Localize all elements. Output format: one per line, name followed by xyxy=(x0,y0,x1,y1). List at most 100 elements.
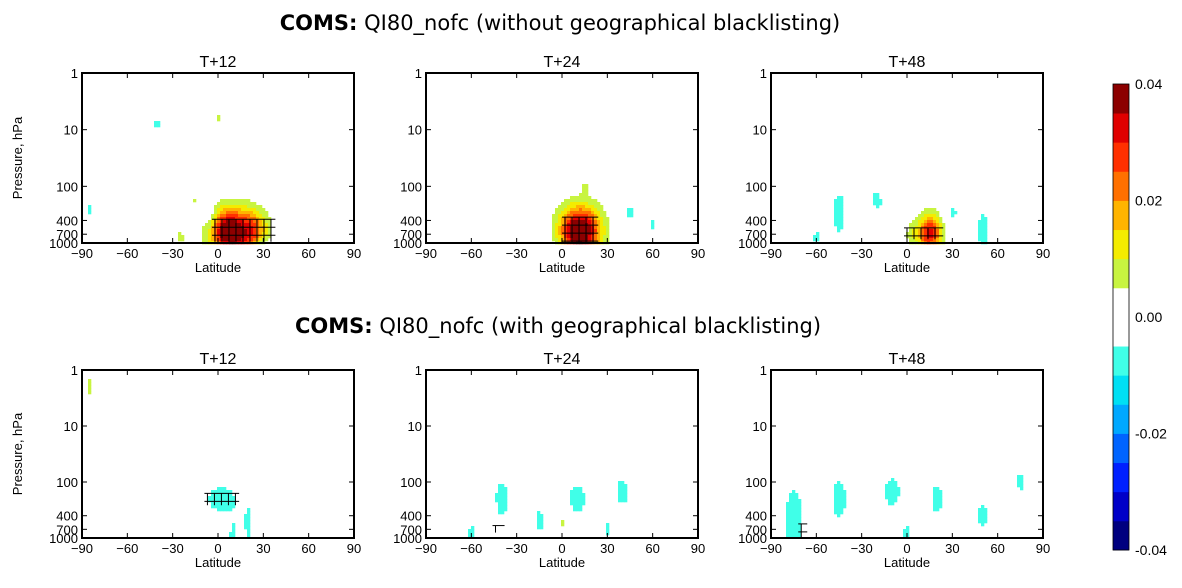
heatmap-cell xyxy=(573,496,577,500)
heatmap-cell xyxy=(250,217,254,221)
y-tick-label: 100 xyxy=(745,475,767,490)
heatmap-cell xyxy=(241,211,245,215)
heatmap-cell xyxy=(247,232,251,236)
heatmap-cell xyxy=(537,517,541,521)
heatmap-cell xyxy=(579,508,583,512)
heatmap-cell xyxy=(837,484,841,488)
heatmap-cell xyxy=(555,232,559,236)
heatmap-cell xyxy=(837,214,841,218)
heatmap-cell xyxy=(226,490,230,494)
heatmap-cell xyxy=(789,529,793,533)
heatmap-cell xyxy=(585,208,589,212)
heatmap-cell xyxy=(888,484,892,488)
heatmap-cell xyxy=(981,217,985,221)
heatmap-cell xyxy=(1017,481,1021,485)
heatmap-cell xyxy=(939,238,943,242)
heatmap-cell xyxy=(594,223,598,227)
heatmap-cell xyxy=(253,220,257,224)
heatmap-cell xyxy=(927,235,931,239)
heatmap-cell xyxy=(621,490,625,494)
heatmap-cell xyxy=(933,211,937,215)
heatmap-cell xyxy=(834,217,838,221)
colorbar-tick-label: 0.04 xyxy=(1135,76,1162,92)
heatmap-cell xyxy=(579,505,583,509)
heatmap-cell xyxy=(253,238,257,242)
heatmap-cell xyxy=(250,208,254,212)
heatmap-cell xyxy=(570,493,574,497)
heatmap-cell xyxy=(837,496,841,500)
heatmap-cell xyxy=(792,514,796,518)
heatmap-cell xyxy=(597,205,601,209)
heatmap-cell xyxy=(933,214,937,218)
heatmap-cell xyxy=(247,508,251,512)
heatmap-cell xyxy=(579,220,583,224)
heatmap-cell xyxy=(837,229,841,233)
heatmap-cell xyxy=(501,505,505,509)
heatmap-cell xyxy=(840,199,844,203)
heatmap-cell xyxy=(840,487,844,491)
x-tick-label: −60 xyxy=(460,541,482,556)
heatmap-cell xyxy=(792,496,796,500)
heatmap-cell xyxy=(597,226,601,230)
heatmap-cell xyxy=(582,187,586,191)
heatmap-cell xyxy=(981,220,985,224)
heatmap-cell xyxy=(561,520,565,524)
heatmap-cell xyxy=(840,484,844,488)
heatmap-cell xyxy=(834,220,838,224)
x-tick-label: 60 xyxy=(990,246,1004,261)
heatmap-cell xyxy=(558,211,562,215)
heatmap-cell xyxy=(621,496,625,500)
x-tick-label: 60 xyxy=(990,541,1004,556)
heatmap-cell xyxy=(873,196,877,200)
heatmap-cell xyxy=(265,235,269,239)
heatmap-cell xyxy=(936,214,940,218)
heatmap-cell xyxy=(220,508,224,512)
heatmap-cell xyxy=(924,211,928,215)
heatmap-cell xyxy=(981,517,985,521)
heatmap-cell xyxy=(244,205,248,209)
heatmap-cell xyxy=(585,190,589,194)
heatmap-cell xyxy=(576,220,580,224)
x-tick-label: −90 xyxy=(760,541,782,556)
heatmap-cell xyxy=(834,199,838,203)
heatmap-cell xyxy=(217,217,221,221)
heatmap-cell xyxy=(834,505,838,509)
heatmap-cell xyxy=(789,508,793,512)
heatmap-cell xyxy=(253,223,257,227)
heatmap-cell xyxy=(238,214,242,218)
heatmap-cell xyxy=(936,223,940,227)
heatmap-cell xyxy=(223,217,227,221)
x-axis-label: Latitude xyxy=(884,260,930,275)
heatmap-cell xyxy=(253,208,257,212)
heatmap-cell xyxy=(582,196,586,200)
y-tick-label: 700 xyxy=(400,227,422,242)
heatmap-cell xyxy=(558,217,562,221)
heatmap-cell xyxy=(205,232,209,236)
heatmap-cell xyxy=(597,208,601,212)
heatmap-cell xyxy=(840,496,844,500)
heatmap-cell xyxy=(223,205,227,209)
heatmap-cell xyxy=(564,223,568,227)
heatmap-cell xyxy=(939,493,943,497)
heatmap-cell xyxy=(238,217,242,221)
heatmap-cell xyxy=(582,205,586,209)
heatmap-cell xyxy=(597,211,601,215)
heatmap-cell xyxy=(981,511,985,515)
heatmap-cell xyxy=(232,502,236,506)
y-tick-label: 700 xyxy=(745,522,767,537)
x-tick-label: −60 xyxy=(805,541,827,556)
heatmap-cell xyxy=(918,238,922,242)
heatmap-cell xyxy=(792,493,796,497)
heatmap-cell xyxy=(840,220,844,224)
heatmap-cell xyxy=(1020,478,1024,482)
heatmap-cell xyxy=(214,493,218,497)
heatmap-cell xyxy=(498,484,502,488)
heatmap-cell xyxy=(232,223,236,227)
heatmap-cell xyxy=(573,199,577,203)
heatmap-cell xyxy=(223,499,227,503)
heatmap-cell xyxy=(226,208,230,212)
heatmap-cell xyxy=(600,205,604,209)
heatmap-cell xyxy=(588,220,592,224)
colorbar-segment xyxy=(1113,200,1129,231)
heatmap-cell xyxy=(837,499,841,503)
